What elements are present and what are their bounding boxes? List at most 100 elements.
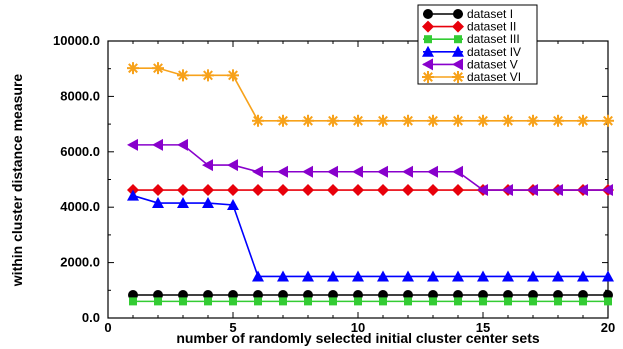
legend-marker <box>453 9 463 19</box>
legend-label: dataset V <box>467 57 518 71</box>
data-point <box>202 184 214 197</box>
data-point <box>179 297 187 306</box>
data-point <box>154 297 162 306</box>
legend-marker <box>422 20 434 33</box>
data-point <box>452 184 464 197</box>
legend-marker <box>422 58 433 71</box>
data-point <box>502 184 513 197</box>
data-point <box>527 184 538 197</box>
x-tick-label: 10 <box>351 320 365 335</box>
data-point <box>152 184 164 197</box>
data-point <box>427 114 439 127</box>
data-point <box>277 270 289 282</box>
legend-marker <box>423 9 433 19</box>
data-point <box>302 184 314 197</box>
data-point <box>302 114 314 127</box>
data-point <box>352 270 364 282</box>
data-point <box>379 297 387 306</box>
data-point <box>504 297 512 306</box>
data-point <box>204 297 212 306</box>
data-point <box>579 297 587 306</box>
data-point <box>427 165 438 178</box>
y-tick-label: 6000.0 <box>60 144 100 159</box>
series-1 <box>128 290 613 301</box>
data-point <box>529 297 537 306</box>
legend-marker <box>424 35 432 44</box>
series-3 <box>129 297 612 306</box>
data-point <box>527 114 539 127</box>
data-point <box>552 270 564 282</box>
data-point <box>502 270 514 282</box>
legend-item: dataset V <box>422 57 518 71</box>
series-layer <box>127 62 614 306</box>
data-point <box>202 69 214 82</box>
data-point <box>252 270 264 282</box>
legend-box <box>417 4 538 85</box>
data-point <box>152 197 164 209</box>
legend-item: dataset IV <box>422 45 521 59</box>
data-point <box>377 165 388 178</box>
x-tick-label: 5 <box>229 320 236 335</box>
data-point <box>527 270 539 282</box>
data-point <box>577 270 589 282</box>
legend-marker <box>452 71 464 83</box>
data-point <box>404 297 412 306</box>
data-point <box>479 297 487 306</box>
data-point <box>402 165 413 178</box>
data-point <box>427 184 439 197</box>
data-point <box>552 114 564 127</box>
data-point <box>327 270 339 282</box>
y-tick-label: 8000.0 <box>60 88 100 103</box>
legend-marker <box>422 71 434 83</box>
legend-label: dataset IV <box>467 45 521 59</box>
data-point <box>554 297 562 306</box>
data-point <box>227 184 239 197</box>
series-4 <box>127 189 614 282</box>
data-point <box>277 165 288 178</box>
data-point <box>277 184 289 197</box>
data-point <box>477 184 488 197</box>
data-point <box>129 297 137 306</box>
data-point <box>177 184 189 197</box>
x-tick-label: 0 <box>104 320 111 335</box>
data-point <box>502 114 514 127</box>
data-point <box>227 69 239 82</box>
data-point <box>302 165 313 178</box>
data-point <box>252 184 264 197</box>
data-point <box>229 297 237 306</box>
data-point <box>352 165 363 178</box>
data-point <box>552 184 563 197</box>
series-line <box>133 144 608 191</box>
data-point <box>152 138 163 151</box>
y-tick-label: 0.0 <box>82 310 100 325</box>
data-point <box>152 62 164 75</box>
x-tick-label: 20 <box>601 320 615 335</box>
data-point <box>354 297 362 306</box>
data-point <box>402 184 414 197</box>
data-point <box>402 114 414 127</box>
data-point <box>402 270 414 282</box>
data-point <box>302 270 314 282</box>
legend-item: dataset II <box>422 20 516 34</box>
legend-label: dataset VI <box>467 70 521 84</box>
data-point <box>352 114 364 127</box>
data-point <box>452 270 464 282</box>
x-tick-label: 15 <box>476 320 490 335</box>
y-axis: 0.0 2000.0 4000.0 6000.0 8000.0 10000.0 <box>53 33 608 325</box>
data-point <box>327 184 339 197</box>
legend-label: dataset I <box>467 7 513 21</box>
data-point <box>227 159 238 172</box>
y-axis-label: within cluster distance measure <box>9 74 25 288</box>
data-point <box>127 62 139 75</box>
data-point <box>177 197 189 209</box>
data-point <box>177 69 189 82</box>
data-point <box>604 297 612 306</box>
data-point <box>577 114 589 127</box>
data-point <box>477 114 489 127</box>
y-tick-label: 10000.0 <box>53 33 100 48</box>
data-point <box>452 114 464 127</box>
legend-marker <box>452 45 464 57</box>
data-point <box>202 159 213 172</box>
legend-marker <box>452 20 464 33</box>
